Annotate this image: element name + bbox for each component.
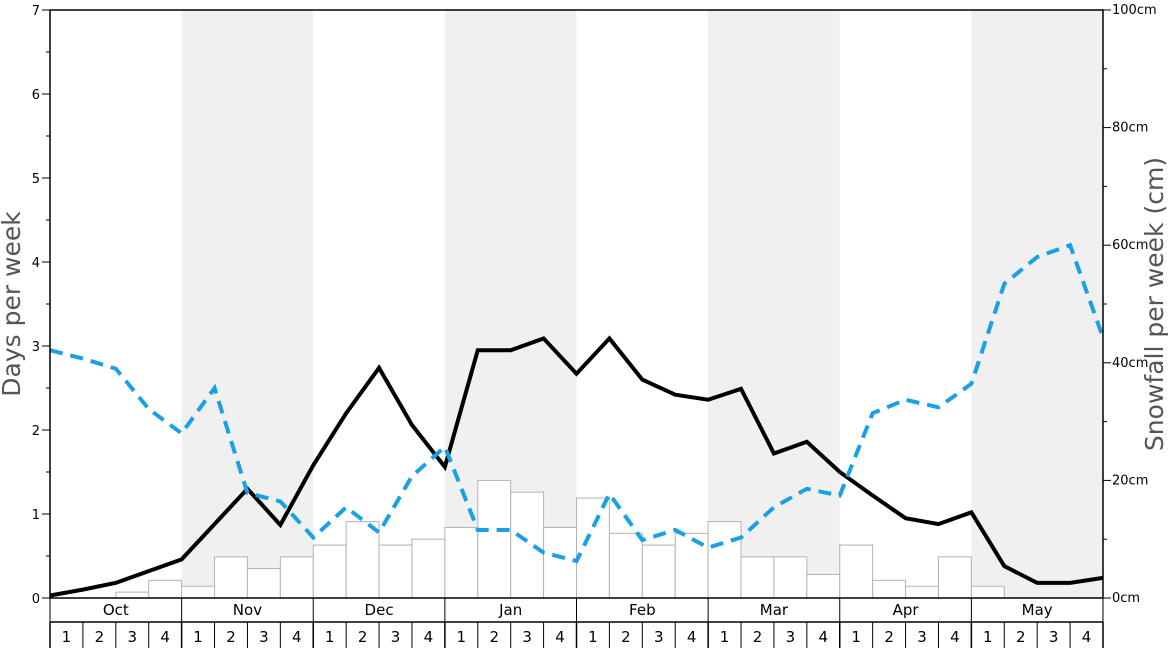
week-label: 4 [160, 628, 170, 646]
week-label: 3 [391, 628, 401, 646]
snowfall-bar [312, 544, 347, 599]
week-label: 2 [358, 628, 368, 646]
week-label: 1 [457, 628, 467, 646]
snowfall-bar [477, 479, 512, 599]
right-tick-label: 80cm [1112, 121, 1148, 136]
month-label: May [1022, 601, 1053, 619]
snowfall-bar [839, 544, 874, 599]
snowfall-bar [872, 579, 907, 599]
week-label: 3 [522, 628, 532, 646]
left-tick-label: 6 [32, 88, 40, 103]
snowfall-bar [510, 491, 545, 599]
snowfall-bar [148, 579, 183, 599]
right-tick-label: 100cm [1112, 3, 1157, 18]
week-label: 1 [588, 628, 598, 646]
snowfall-bar [444, 526, 479, 599]
month-label: Apr [893, 601, 920, 619]
week-label: 1 [62, 628, 72, 646]
snowfall-bar [970, 585, 1005, 599]
snowfall-bar [411, 538, 446, 599]
month-label: Jan [498, 601, 522, 619]
snowfall-bar [246, 568, 281, 599]
right-tick-label: 20cm [1112, 473, 1148, 488]
month-shading [181, 10, 1103, 598]
week-label: 4 [687, 628, 697, 646]
month-axis: Oct Nov Dec Jan Feb Mar Apr May [49, 598, 1104, 623]
month-label: Feb [629, 601, 656, 619]
week-label: 2 [884, 628, 894, 646]
left-tick-label: 0 [32, 592, 40, 607]
blue-dashed-line [49, 242, 1105, 564]
snowfall-bar [806, 573, 841, 599]
snowfall-bar [608, 532, 643, 599]
snowfall-bar [773, 556, 808, 599]
snowfall-bar [740, 556, 775, 599]
black-line [49, 335, 1104, 598]
snowfall-bar [181, 585, 216, 599]
right-axis-title: Snowfall per week (cm) [1140, 157, 1168, 451]
month-shade-may [971, 10, 1103, 598]
snowfall-bar [279, 556, 314, 599]
week-label: 2 [226, 628, 236, 646]
left-tick-label: 2 [32, 424, 40, 439]
right-tick-label: 0cm [1112, 591, 1140, 606]
snowfall-bar [937, 556, 972, 599]
right-tick-label: 60cm [1112, 238, 1148, 253]
snowfall-bar [641, 544, 676, 599]
left-tick-label: 4 [32, 256, 40, 271]
snowfall-bar [378, 544, 413, 599]
snowfall-bar [345, 521, 380, 599]
left-axis: 0 1 2 3 4 5 6 7 [32, 4, 50, 607]
week-label: 1 [325, 628, 335, 646]
week-label: 4 [292, 628, 302, 646]
month-label: Oct [103, 601, 129, 619]
snowfall-bar [214, 556, 248, 599]
week-label: 1 [983, 628, 993, 646]
snowfall-bar [543, 526, 577, 599]
week-label: 4 [950, 628, 960, 646]
left-tick-label: 5 [32, 172, 40, 187]
week-label: 2 [753, 628, 763, 646]
week-label: 3 [786, 628, 796, 646]
week-label: 2 [621, 628, 631, 646]
left-tick-label: 3 [32, 340, 40, 355]
week-label: 2 [95, 628, 105, 646]
left-tick-label: 7 [32, 4, 40, 19]
left-tick-label: 1 [32, 508, 40, 523]
snowfall-bar [115, 591, 150, 599]
month-label: Dec [365, 601, 394, 619]
data-lines [49, 242, 1105, 598]
left-axis-title: Days per week [0, 211, 26, 397]
right-axis: 0cm 20cm 40cm 60cm 80cm 100cm [1103, 3, 1157, 606]
week-label: 4 [819, 628, 829, 646]
week-label: 3 [259, 628, 269, 646]
week-label: 3 [1049, 628, 1059, 646]
snowfall-bar [905, 585, 939, 599]
week-label: 4 [555, 628, 565, 646]
week-label: 1 [193, 628, 203, 646]
month-shade-mar [708, 10, 840, 598]
week-label: 2 [1016, 628, 1026, 646]
month-label: Nov [233, 601, 262, 619]
snowfall-bars [115, 479, 1005, 599]
week-label: 2 [489, 628, 499, 646]
week-label: 3 [917, 628, 927, 646]
month-label: Mar [760, 601, 789, 619]
week-label: 4 [424, 628, 434, 646]
week-axis: 1 2 3 4 1 2 3 4 1 2 3 4 1 2 3 4 1 2 3 4 1 2 3 4 1 2 3 4 1 2 3 4 [49, 622, 1104, 648]
month-shade-nov [181, 10, 314, 598]
week-label: 3 [654, 628, 664, 646]
snowfall-bar [707, 521, 742, 599]
snowfall-bar [576, 497, 610, 599]
week-label: 1 [851, 628, 861, 646]
week-label: 4 [1082, 628, 1092, 646]
week-label: 3 [127, 628, 137, 646]
week-label: 1 [720, 628, 730, 646]
right-tick-label: 40cm [1112, 356, 1148, 371]
